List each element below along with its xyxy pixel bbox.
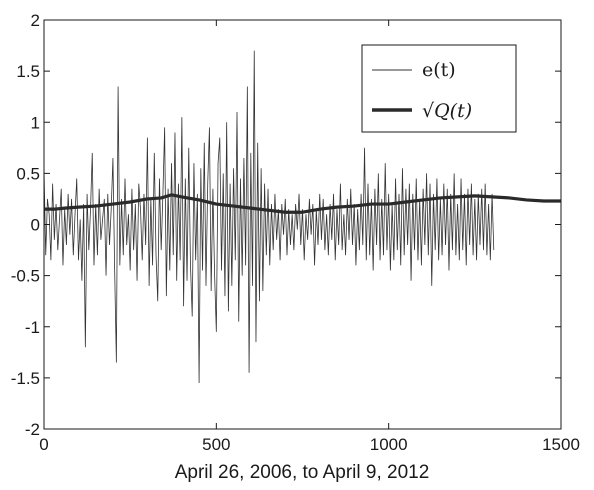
x-tick-label: 1500	[542, 435, 580, 454]
x-tick-label: 1000	[370, 435, 408, 454]
series-q-line	[44, 193, 561, 214]
series-layer	[43, 50, 561, 383]
legend-box	[361, 44, 517, 133]
y-tick-label: 0.5	[16, 164, 40, 183]
x-tick-label: 0	[39, 435, 48, 454]
legend-label-q: √Q(t)	[422, 100, 472, 122]
y-tick-label: -1	[25, 318, 40, 337]
tick-layer: -2 -1.5 -1 -0.5 0 0.5 1 1.5 2 0 500 1000 1500	[11, 11, 580, 454]
y-tick-label: -1.5	[11, 369, 40, 388]
y-tick-label: 1	[31, 113, 40, 132]
x-tick-label: 500	[202, 435, 230, 454]
legend: e(t) √Q(t)	[361, 44, 517, 133]
y-tick-label: -0.5	[11, 267, 40, 286]
x-axis-label: April 26, 2006, to April 9, 2012	[175, 462, 430, 483]
series-e-line	[43, 50, 495, 383]
y-tick-label: 2	[31, 11, 40, 30]
y-tick-label: -2	[25, 420, 40, 439]
y-tick-label: 1.5	[16, 62, 40, 81]
legend-label-e: e(t)	[422, 59, 456, 81]
y-tick-label: 0	[31, 216, 40, 235]
